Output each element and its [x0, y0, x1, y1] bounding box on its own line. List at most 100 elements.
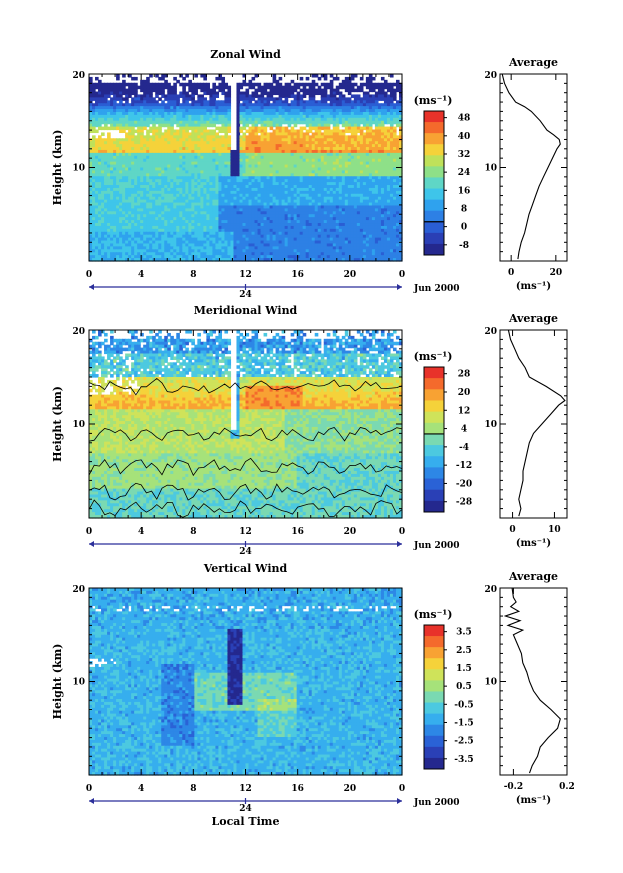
heatmap-cell	[389, 94, 394, 98]
heatmap-cell	[161, 223, 165, 227]
heatmap-cell	[107, 88, 111, 93]
heatmap-cell	[227, 187, 232, 192]
heatmap-cell	[245, 190, 250, 195]
heatmap-cell	[290, 141, 295, 145]
heatmap-cell	[311, 176, 316, 180]
heatmap-cell	[224, 123, 229, 128]
heatmap-cell	[293, 208, 298, 212]
heatmap-cell	[149, 97, 153, 101]
heatmap-cell	[302, 164, 307, 169]
heatmap-cell	[290, 109, 295, 113]
heatmap-cell	[131, 129, 135, 134]
heatmap-cell	[170, 202, 174, 207]
heatmap-cell	[233, 179, 238, 183]
heatmap-cell	[131, 149, 135, 154]
heatmap-cell	[284, 147, 289, 151]
heatmap-cell	[134, 100, 138, 104]
heatmap-cell	[98, 126, 102, 131]
heatmap-cell	[380, 185, 385, 189]
heatmap-cell	[344, 185, 349, 189]
heatmap-cell	[359, 225, 364, 230]
heatmap-cell	[248, 205, 253, 209]
heatmap-cell	[257, 144, 262, 148]
heatmap-cell	[203, 173, 207, 177]
heatmap-cell	[137, 211, 141, 215]
heatmap-cell	[116, 176, 120, 180]
heatmap-cell	[218, 135, 223, 139]
heatmap-cell	[266, 138, 271, 142]
heatmap-cell	[314, 179, 319, 183]
heatmap-cell	[170, 187, 174, 192]
heatmap-cell	[92, 138, 96, 142]
heatmap-cell	[128, 152, 132, 157]
heatmap-cell	[107, 85, 111, 90]
heatmap-cell	[143, 120, 147, 125]
heatmap-cell	[95, 82, 99, 87]
heatmap-cell	[89, 129, 93, 134]
heatmap-cell	[311, 217, 316, 221]
heatmap-cell	[236, 120, 241, 125]
heatmap-cell	[338, 109, 343, 113]
heatmap-cell	[323, 164, 328, 169]
heatmap-cell	[254, 199, 259, 204]
heatmap-cell	[296, 202, 301, 207]
heatmap-cell	[395, 199, 400, 204]
heatmap-cell	[257, 152, 262, 157]
heatmap-cell	[101, 141, 105, 145]
heatmap-cell	[152, 167, 156, 172]
heatmap-cell	[149, 187, 153, 192]
heatmap-cell	[281, 141, 286, 145]
heatmap-cell	[398, 120, 403, 125]
heatmap-cell	[143, 170, 147, 174]
heatmap-cell	[359, 167, 364, 172]
heatmap-cell	[203, 141, 207, 145]
heatmap-cell	[179, 114, 183, 119]
heatmap-cell	[242, 79, 247, 84]
heatmap-cell	[278, 167, 283, 172]
heatmap-cell	[371, 182, 376, 186]
heatmap-cell	[206, 176, 210, 180]
heatmap-cell	[179, 147, 183, 151]
heatmap-cell	[170, 120, 174, 125]
heatmap-cell	[302, 187, 307, 192]
heatmap-cell	[194, 126, 198, 131]
heatmap-cell	[206, 161, 210, 166]
heatmap-cell	[278, 97, 283, 101]
heatmap-cell	[98, 196, 102, 201]
heatmap-cell	[380, 196, 385, 201]
heatmap-cell	[248, 208, 253, 212]
heatmap-cell	[146, 161, 150, 166]
heatmap-cell	[389, 176, 394, 180]
heatmap-cell	[191, 117, 195, 122]
heatmap-cell	[245, 147, 250, 151]
heatmap-cell	[167, 155, 171, 160]
heatmap-cell	[275, 117, 280, 122]
heatmap-cell	[89, 88, 93, 93]
heatmap-cell	[104, 199, 108, 204]
heatmap-cell	[92, 185, 96, 189]
heatmap-cell	[179, 106, 183, 110]
heatmap-cell	[257, 170, 262, 174]
heatmap-cell	[374, 220, 379, 224]
heatmap-cell	[386, 158, 391, 163]
heatmap-cell	[104, 202, 108, 207]
heatmap-cell	[89, 111, 93, 116]
heatmap-cell	[332, 114, 337, 119]
heatmap-cell	[233, 196, 238, 201]
heatmap-cell	[146, 88, 150, 93]
heatmap-cell	[281, 190, 286, 195]
heatmap-cell	[125, 103, 129, 107]
heatmap-cell	[281, 179, 286, 183]
heatmap-cell	[377, 185, 382, 189]
heatmap-cell	[110, 106, 114, 110]
heatmap-cell	[221, 120, 226, 125]
heatmap-cell	[350, 74, 355, 78]
heatmap-cell	[296, 129, 301, 134]
heatmap-cell	[365, 94, 370, 98]
heatmap-cell	[362, 187, 367, 192]
heatmap-cell	[107, 202, 111, 207]
heatmap-cell	[287, 106, 292, 110]
heatmap-cell	[221, 158, 226, 163]
heatmap-cell	[380, 161, 385, 166]
heatmap-cell	[137, 214, 141, 218]
